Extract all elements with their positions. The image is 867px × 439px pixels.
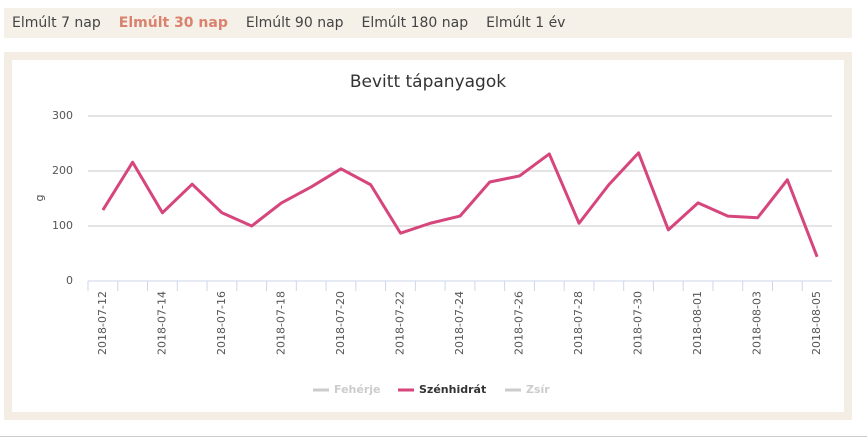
tab[interactable]: Elmúlt 30 nap (118, 15, 228, 31)
x-tick-label: 2018-07-26 (513, 291, 526, 355)
y-tick-label: 0 (66, 274, 73, 287)
chart-title: Bevitt tápanyagok (350, 72, 506, 92)
y-tick-label: 300 (52, 109, 73, 122)
y-tick-label: 200 (52, 164, 73, 177)
y-axis-label: g (33, 195, 46, 202)
x-tick-label: 2018-07-14 (155, 291, 168, 355)
x-tick-label: 2018-07-20 (334, 291, 347, 355)
x-tick-label: 2018-07-12 (96, 291, 109, 355)
legend-label[interactable]: Fehérje (334, 383, 380, 396)
x-tick-label: 2018-07-22 (393, 291, 406, 355)
divider (0, 436, 867, 437)
x-tick-label: 2018-07-28 (572, 291, 585, 355)
tab[interactable]: Elmúlt 180 nap (361, 15, 469, 31)
x-tick-label: 2018-07-24 (453, 291, 466, 355)
chart-panel (4, 52, 852, 420)
legend-label[interactable]: Szénhidrát (419, 383, 486, 396)
series-line (101, 151, 819, 258)
x-tick-label: 2018-08-03 (751, 291, 764, 355)
tab[interactable]: Elmúlt 90 nap (245, 15, 344, 31)
x-tick-label: 2018-07-30 (632, 291, 645, 355)
tab[interactable]: Elmúlt 1 év (486, 15, 566, 31)
x-tick-label: 2018-08-05 (810, 291, 823, 355)
x-tick-label: 2018-07-18 (274, 291, 287, 355)
tab-bar: Elmúlt 7 nap Elmúlt 30 nap Elmúlt 90 nap El… (4, 8, 852, 38)
x-tick-label: 2018-07-16 (215, 291, 228, 355)
x-tick-label: 2018-08-01 (691, 291, 704, 355)
tab[interactable]: Elmúlt 7 nap (12, 15, 101, 31)
y-tick-label: 100 (52, 219, 73, 232)
legend-label[interactable]: Zsír (526, 383, 550, 396)
